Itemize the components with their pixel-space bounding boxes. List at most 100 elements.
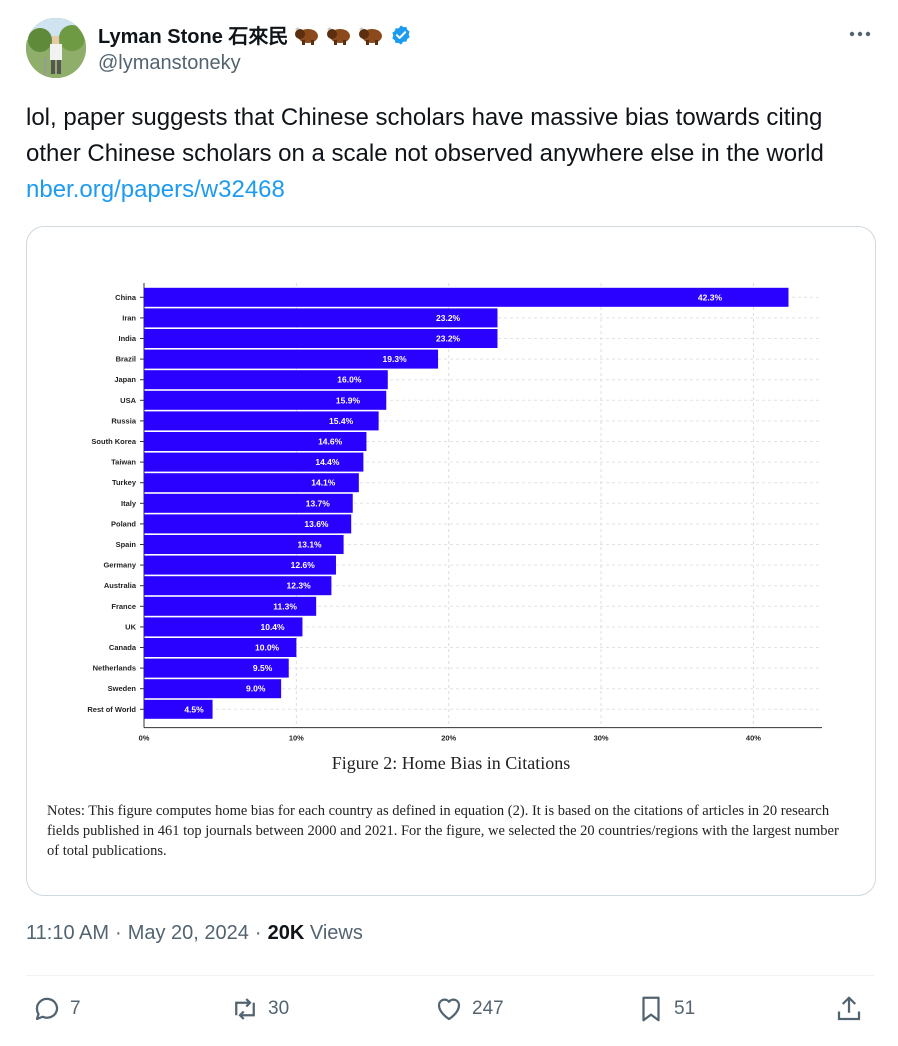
x-tick-label: 10% xyxy=(289,734,304,743)
reply-button[interactable]: 7 xyxy=(32,994,81,1024)
bison-emoji-icon xyxy=(358,25,384,45)
tweet-date[interactable]: May 20, 2024 xyxy=(127,922,249,944)
data-label: 9.0% xyxy=(246,684,266,694)
bar xyxy=(144,535,344,554)
data-label: 14.6% xyxy=(318,437,343,447)
category-label: USA xyxy=(120,396,136,405)
bookmark-count: 51 xyxy=(674,998,696,1019)
bar xyxy=(144,514,352,534)
category-label: Poland xyxy=(111,519,136,528)
repost-icon xyxy=(235,998,255,1020)
category-label: Taiwan xyxy=(111,458,136,467)
tweet-time[interactable]: 11:10 AM xyxy=(26,922,110,944)
category-label: South Korea xyxy=(91,437,136,446)
action-bar: 7 30 247 51 xyxy=(26,990,874,1034)
bar xyxy=(144,555,336,575)
bar xyxy=(144,658,289,678)
bar xyxy=(144,493,353,513)
tweet-link[interactable]: nber.org/papers/w32468 xyxy=(26,176,285,203)
bar xyxy=(144,617,303,637)
bison-emoji-icon xyxy=(294,25,320,45)
data-label: 4.5% xyxy=(184,704,204,714)
tweet-body: lol, paper suggests that Chinese scholar… xyxy=(26,104,824,167)
data-label: 14.4% xyxy=(315,457,340,467)
category-label: UK xyxy=(125,622,136,631)
avatar[interactable] xyxy=(26,18,86,78)
data-label: 19.3% xyxy=(383,354,408,364)
more-options-icon[interactable] xyxy=(846,24,874,44)
meta-separator: · xyxy=(115,922,122,944)
category-label: China xyxy=(115,293,137,302)
category-label: Sweden xyxy=(108,684,137,693)
category-label: Italy xyxy=(121,499,137,508)
views-count: 20K xyxy=(267,922,305,944)
bar xyxy=(144,370,388,390)
bar xyxy=(144,638,297,657)
bar xyxy=(144,679,282,699)
category-label: India xyxy=(118,334,136,343)
media-card[interactable]: 0% 10% 20% 30% 40% China 42.3% Iran 23.2% India 23… xyxy=(26,226,876,896)
bar xyxy=(144,411,379,431)
x-tick-label: 40% xyxy=(746,734,761,743)
category-label: Brazil xyxy=(116,355,136,364)
bar-chart: 0% 10% 20% 30% 40% China 42.3% Iran 23.2% India 23… xyxy=(87,283,822,743)
category-label: Iran xyxy=(122,313,136,322)
data-label: 15.9% xyxy=(336,395,361,405)
share-button[interactable] xyxy=(834,994,864,1024)
bar xyxy=(144,287,789,307)
figure-notes: Notes: This figure computes home bias fo… xyxy=(47,803,839,859)
figure-caption: Figure 2: Home Bias in Citations xyxy=(331,753,571,773)
bar xyxy=(144,432,367,451)
data-label: 11.3% xyxy=(273,601,297,611)
x-tick-label: 0% xyxy=(139,734,150,743)
bar xyxy=(144,349,439,369)
category-label: Netherlands xyxy=(93,664,136,673)
bison-emoji-icon xyxy=(326,25,352,45)
tweet-meta: 11:10 AM · May 20, 2024 · 20K Views xyxy=(26,922,363,945)
bookmark-icon xyxy=(642,996,660,1022)
data-label: 12.6% xyxy=(291,560,316,570)
bar xyxy=(144,596,317,616)
data-label: 42.3% xyxy=(698,292,723,302)
reply-icon xyxy=(35,997,59,1021)
divider xyxy=(26,975,874,976)
data-label: 15.4% xyxy=(329,416,354,426)
bookmark-button[interactable]: 51 xyxy=(636,994,695,1024)
bar xyxy=(144,699,213,719)
x-tick-label: 20% xyxy=(441,734,456,743)
repost-button[interactable]: 30 xyxy=(230,994,289,1024)
data-label: 23.2% xyxy=(436,313,461,323)
data-label: 16.0% xyxy=(337,375,362,385)
author-name-row: Lyman Stone 石來民 xyxy=(98,20,412,49)
verified-badge-icon xyxy=(392,24,411,45)
bar xyxy=(144,576,332,596)
bar xyxy=(144,452,364,472)
bar xyxy=(144,390,387,410)
data-label: 9.5% xyxy=(253,663,273,673)
author-handle[interactable]: @lymanstoneky xyxy=(98,52,241,74)
x-tick-label: 30% xyxy=(594,734,609,743)
like-button[interactable]: 247 xyxy=(434,994,504,1024)
data-label: 13.1% xyxy=(298,540,323,550)
reply-count: 7 xyxy=(70,998,81,1019)
author-name[interactable]: Lyman Stone 石來民 xyxy=(98,26,289,48)
data-label: 10.0% xyxy=(255,643,280,653)
views: 20K Views xyxy=(268,922,363,945)
data-label: 13.7% xyxy=(306,498,331,508)
category-label: Russia xyxy=(111,416,136,425)
data-label: 14.1% xyxy=(311,478,336,488)
category-label: Australia xyxy=(104,581,137,590)
category-label: Rest of World xyxy=(87,705,136,714)
views-label: Views xyxy=(309,922,363,944)
category-label: Turkey xyxy=(112,478,137,487)
repost-count: 30 xyxy=(268,998,290,1019)
category-label: France xyxy=(111,602,136,611)
category-label: Canada xyxy=(109,643,137,652)
bar xyxy=(144,473,359,493)
data-label: 12.3% xyxy=(287,581,312,591)
data-label: 10.4% xyxy=(260,622,285,632)
data-label: 23.2% xyxy=(436,334,461,344)
bar xyxy=(144,308,498,328)
like-count: 247 xyxy=(472,998,504,1019)
tweet-text: lol, paper suggests that Chinese scholar… xyxy=(26,100,866,208)
